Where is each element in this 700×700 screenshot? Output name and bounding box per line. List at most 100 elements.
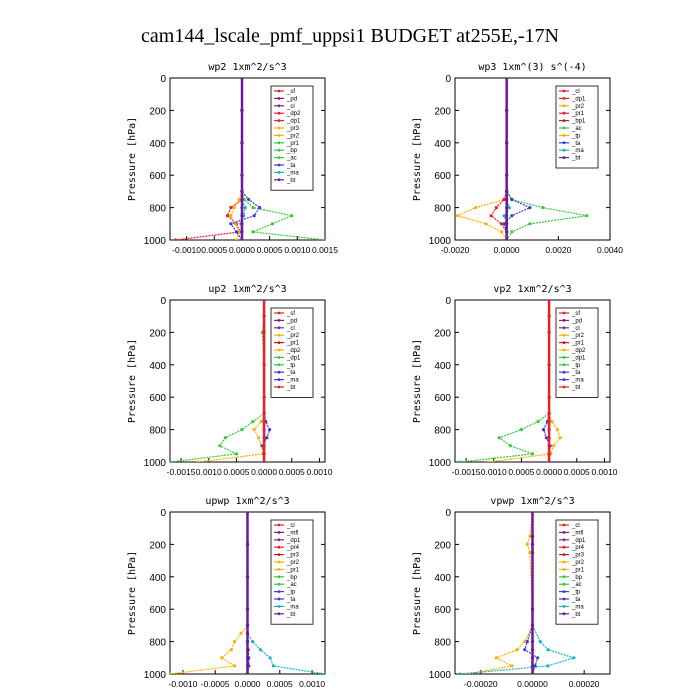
legend-marker xyxy=(562,319,566,322)
legend-label: _pr2 xyxy=(286,560,300,566)
data-point xyxy=(505,189,509,193)
legend-marker xyxy=(562,582,566,586)
legend-label: _ma xyxy=(571,604,584,610)
series-group xyxy=(170,512,325,674)
legend-marker xyxy=(562,553,566,556)
legend-marker xyxy=(562,612,566,616)
legend-label: _ta xyxy=(571,597,581,603)
legend-marker xyxy=(277,163,281,167)
data-point xyxy=(232,206,236,210)
data-point xyxy=(234,230,239,234)
data-point xyxy=(505,238,509,240)
legend-label: _mfl xyxy=(571,530,583,536)
x-tick-label: 0.0040 xyxy=(597,245,623,255)
y-axis-label: Pressure [hPa] xyxy=(127,339,138,423)
legend-marker xyxy=(277,348,281,352)
legend-label: _bp xyxy=(571,575,583,581)
data-point xyxy=(538,640,542,644)
legend-label: _bp xyxy=(286,575,298,581)
data-point xyxy=(170,672,172,674)
data-point xyxy=(505,214,509,218)
data-point xyxy=(262,428,266,432)
legend-label: _pr2 xyxy=(571,560,585,566)
data-point xyxy=(229,222,233,226)
data-point xyxy=(240,214,244,218)
x-tick-label: 0.0010 xyxy=(284,245,310,255)
legend-marker xyxy=(562,568,566,571)
data-point xyxy=(533,664,537,668)
x-tick-label: 0.0005 xyxy=(279,467,305,477)
legend-marker xyxy=(277,531,281,534)
y-tick-label: 800 xyxy=(149,426,166,437)
legend-marker xyxy=(277,104,281,108)
legend-marker xyxy=(277,119,281,122)
data-point xyxy=(251,419,255,424)
series-line-dp1 xyxy=(170,300,265,462)
y-tick-label: 200 xyxy=(434,328,451,339)
legend-label: _pr1 xyxy=(286,341,300,347)
data-point xyxy=(547,436,551,440)
legend-label: _pr2 xyxy=(571,333,585,339)
data-point xyxy=(262,460,266,462)
y-tick-label: 0 xyxy=(445,74,451,85)
legend-label: _pd xyxy=(286,96,297,102)
legend-marker xyxy=(562,333,566,337)
y-tick-label: 400 xyxy=(434,573,451,584)
data-point xyxy=(240,230,244,234)
series-line-pr2 xyxy=(455,78,508,240)
data-point xyxy=(245,607,250,611)
data-point xyxy=(252,214,256,218)
data-point xyxy=(546,664,550,668)
legend-label: _bt xyxy=(571,612,581,618)
data-point xyxy=(572,656,576,660)
legend-marker xyxy=(277,111,281,115)
legend-box xyxy=(555,307,599,398)
y-axis-label: Pressure [hPa] xyxy=(412,551,423,635)
data-point xyxy=(262,452,266,456)
data-point xyxy=(268,656,272,660)
y-tick-label: 0 xyxy=(160,74,166,85)
data-point xyxy=(541,206,545,210)
panels: wp2 1xm^2/s^3 Pressure [hPa] 0 200 400 600 800… xyxy=(127,62,623,689)
y-tick-label: 200 xyxy=(149,540,166,551)
data-point xyxy=(528,222,532,226)
legend-marker xyxy=(562,97,566,100)
data-point xyxy=(271,664,275,668)
data-point xyxy=(245,664,250,668)
data-point xyxy=(251,230,255,234)
chart-panel-5: vpwp 1xm^2/s^3 Pressure [hPa] 0 200 400 600 80… xyxy=(412,496,611,689)
data-point xyxy=(240,197,244,202)
y-tick-label: 400 xyxy=(149,139,166,150)
data-point xyxy=(510,664,514,668)
legend-marker xyxy=(277,575,281,579)
data-point xyxy=(502,214,506,218)
series-group xyxy=(173,78,325,240)
legend-marker xyxy=(277,523,281,527)
legend-marker xyxy=(277,89,281,93)
y-tick-label: 200 xyxy=(149,106,166,117)
y-tick-label: 800 xyxy=(434,426,451,437)
y-tick-label: 1000 xyxy=(144,670,167,681)
legend-marker xyxy=(277,378,281,381)
legend-label: _cl xyxy=(286,104,295,110)
legend-marker xyxy=(277,326,281,330)
y-tick-label: 400 xyxy=(434,139,451,150)
data-point xyxy=(262,330,266,334)
legend-marker xyxy=(562,385,566,389)
data-point xyxy=(505,230,509,234)
panel-title: upwp 1xm^2/s^3 xyxy=(205,496,289,507)
legend-label: _ta xyxy=(286,597,296,603)
legend-marker xyxy=(277,605,281,608)
legend-label: _pr2 xyxy=(286,133,300,139)
data-point xyxy=(265,436,269,440)
data-point xyxy=(229,214,233,218)
legend-label: _ma xyxy=(286,604,299,610)
x-tick-label: 0.0005 xyxy=(508,467,534,477)
data-point xyxy=(547,428,551,432)
legend-label: _tp xyxy=(571,133,581,139)
data-point xyxy=(547,314,551,318)
legend-marker xyxy=(562,370,566,374)
legend-marker xyxy=(277,148,281,152)
x-tick-label: 0.0010 xyxy=(591,467,617,477)
data-point xyxy=(519,428,524,432)
